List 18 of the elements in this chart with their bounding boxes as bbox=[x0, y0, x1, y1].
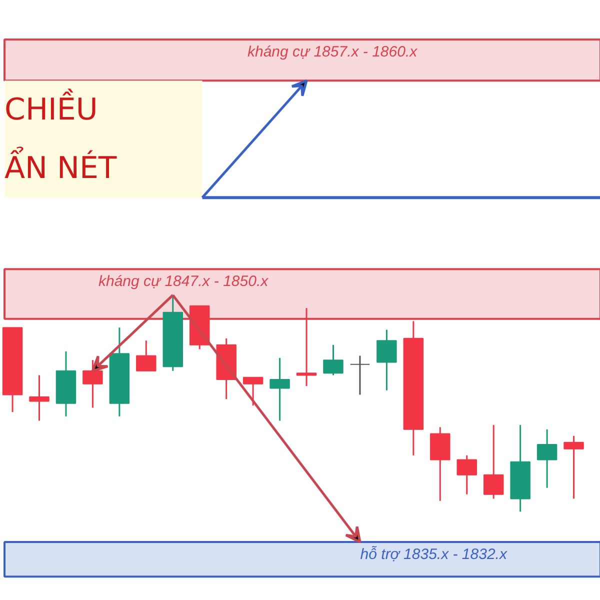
band-label: hỗ trợ 1835.x - 1832.x bbox=[360, 546, 508, 564]
candlestick bbox=[536, 428, 558, 489]
candlestick bbox=[82, 359, 103, 408]
candlestick bbox=[350, 354, 370, 396]
candlestick bbox=[296, 307, 317, 387]
candlestick bbox=[456, 454, 477, 496]
candlestick bbox=[483, 424, 504, 500]
band-label: kháng cự 1857.x - 1860.x bbox=[247, 43, 418, 60]
candlestick bbox=[270, 357, 290, 422]
candlestick bbox=[376, 328, 397, 392]
candlestick bbox=[242, 376, 264, 406]
text: CHIỀU bbox=[4, 88, 98, 128]
candlestick bbox=[29, 374, 50, 422]
candlestick bbox=[564, 435, 584, 500]
text: ẨN NÉT bbox=[4, 146, 118, 186]
candlestick bbox=[136, 340, 156, 372]
band-label: kháng cự 1847.x - 1850.x bbox=[98, 273, 269, 290]
candlestick bbox=[323, 344, 344, 376]
